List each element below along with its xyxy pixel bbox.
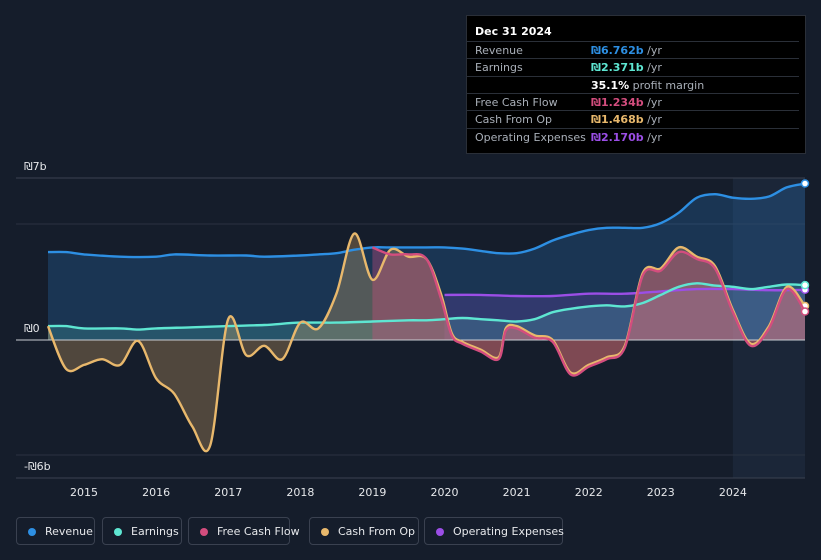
operating-expenses-area	[444, 288, 805, 340]
tooltip-unit: profit margin	[629, 78, 705, 92]
legend-dot-icon	[200, 528, 208, 536]
legend-item-revenue[interactable]: Revenue	[16, 517, 95, 545]
tooltip-row-revenue: Revenue ₪6.762b /yr	[467, 41, 799, 59]
data-tooltip: Dec 31 2024 Revenue ₪6.762b /yr Earnings ₪2…	[466, 15, 806, 154]
legend-label: Earnings	[131, 525, 179, 538]
tooltip-amount: ₪2.170b	[591, 130, 644, 144]
tooltip-unit: /yr	[643, 44, 662, 57]
legend-label: Revenue	[45, 525, 93, 538]
x-tick-label-2022: 2022	[574, 486, 603, 499]
tooltip-unit: /yr	[643, 130, 662, 144]
tooltip-amount: ₪1.234b	[591, 95, 644, 109]
legend-item-free-cash-flow[interactable]: Free Cash Flow	[188, 517, 300, 545]
earnings-end-marker	[800, 280, 810, 290]
tooltip-value: ₪1.234b /yr	[591, 96, 662, 109]
x-tick-label-2021: 2021	[502, 486, 531, 499]
tooltip-value: ₪2.371b /yr	[591, 61, 662, 74]
legend-item-operating-expenses[interactable]: Operating Expenses	[424, 517, 564, 545]
x-tick-label-2017: 2017	[214, 486, 243, 499]
tooltip-row-profit-margin: 35.1% profit margin	[467, 75, 799, 94]
y-axis-zero-label: ₪0	[24, 322, 40, 335]
legend-dot-icon	[321, 528, 329, 536]
legend-item-earnings[interactable]: Earnings	[102, 517, 182, 545]
legend-dot-icon	[436, 528, 444, 536]
x-tick-label-2018: 2018	[286, 486, 315, 499]
tooltip-value: 35.1% profit margin	[591, 79, 704, 92]
x-tick-label-2024: 2024	[718, 486, 747, 499]
legend-item-cash-from-op[interactable]: Cash From Op	[309, 517, 419, 545]
tooltip-value: ₪2.170b /yr	[591, 131, 662, 144]
earnings-line	[47, 282, 806, 331]
cash-from-op-area	[48, 233, 805, 452]
legend-label: Operating Expenses	[453, 525, 564, 538]
x-tick-label-2020: 2020	[430, 486, 459, 499]
tooltip-date: Dec 31 2024	[475, 25, 552, 38]
revenue-end-marker	[800, 179, 810, 188]
revenue-area	[48, 183, 805, 340]
revenue-line	[47, 182, 806, 259]
tooltip-label: Free Cash Flow	[475, 95, 558, 109]
x-tick-label-2015: 2015	[70, 486, 99, 499]
x-tick-label-2023: 2023	[646, 486, 675, 499]
x-tick-label-2019: 2019	[358, 486, 387, 499]
tooltip-label: Cash From Op	[475, 113, 553, 127]
free-cash-flow-end-marker	[800, 307, 810, 316]
tooltip-amount: ₪2.371b	[591, 61, 644, 75]
tooltip-amount: ₪6.762b	[591, 44, 644, 57]
tooltip-amount: ₪1.468b	[591, 113, 644, 127]
tooltip-amount: 35.1%	[591, 78, 630, 92]
tooltip-row-operating-expenses: Operating Expenses ₪2.170b /yr	[467, 127, 799, 146]
tooltip-unit: /yr	[643, 61, 662, 75]
tooltip-unit: /yr	[643, 95, 662, 109]
free-cash-flow-area	[372, 247, 805, 376]
y-axis-top-label: ₪7b	[24, 160, 47, 173]
tooltip-label: Operating Expenses	[475, 130, 586, 144]
legend-dot-icon	[114, 528, 122, 536]
tooltip-row-cash-from-op: Cash From Op ₪1.468b /yr	[467, 110, 799, 128]
legend-label: Free Cash Flow	[217, 525, 300, 538]
legend-label: Cash From Op	[338, 525, 416, 538]
tooltip-unit: /yr	[643, 113, 662, 127]
tooltip-label: Revenue	[475, 44, 523, 57]
y-axis-bottom-label: -₪6b	[24, 460, 51, 473]
earnings-area	[48, 283, 805, 340]
tooltip-value: ₪6.762b /yr	[591, 44, 662, 57]
free-cash-flow-line	[371, 246, 806, 377]
tooltip-label: Earnings	[475, 61, 523, 75]
tooltip-row-free-cash-flow: Free Cash Flow ₪1.234b /yr	[467, 92, 799, 111]
x-tick-label-2016: 2016	[142, 486, 171, 499]
legend-dot-icon	[28, 528, 36, 536]
tooltip-row-earnings: Earnings ₪2.371b /yr	[467, 58, 799, 76]
tooltip-value: ₪1.468b /yr	[591, 113, 662, 126]
